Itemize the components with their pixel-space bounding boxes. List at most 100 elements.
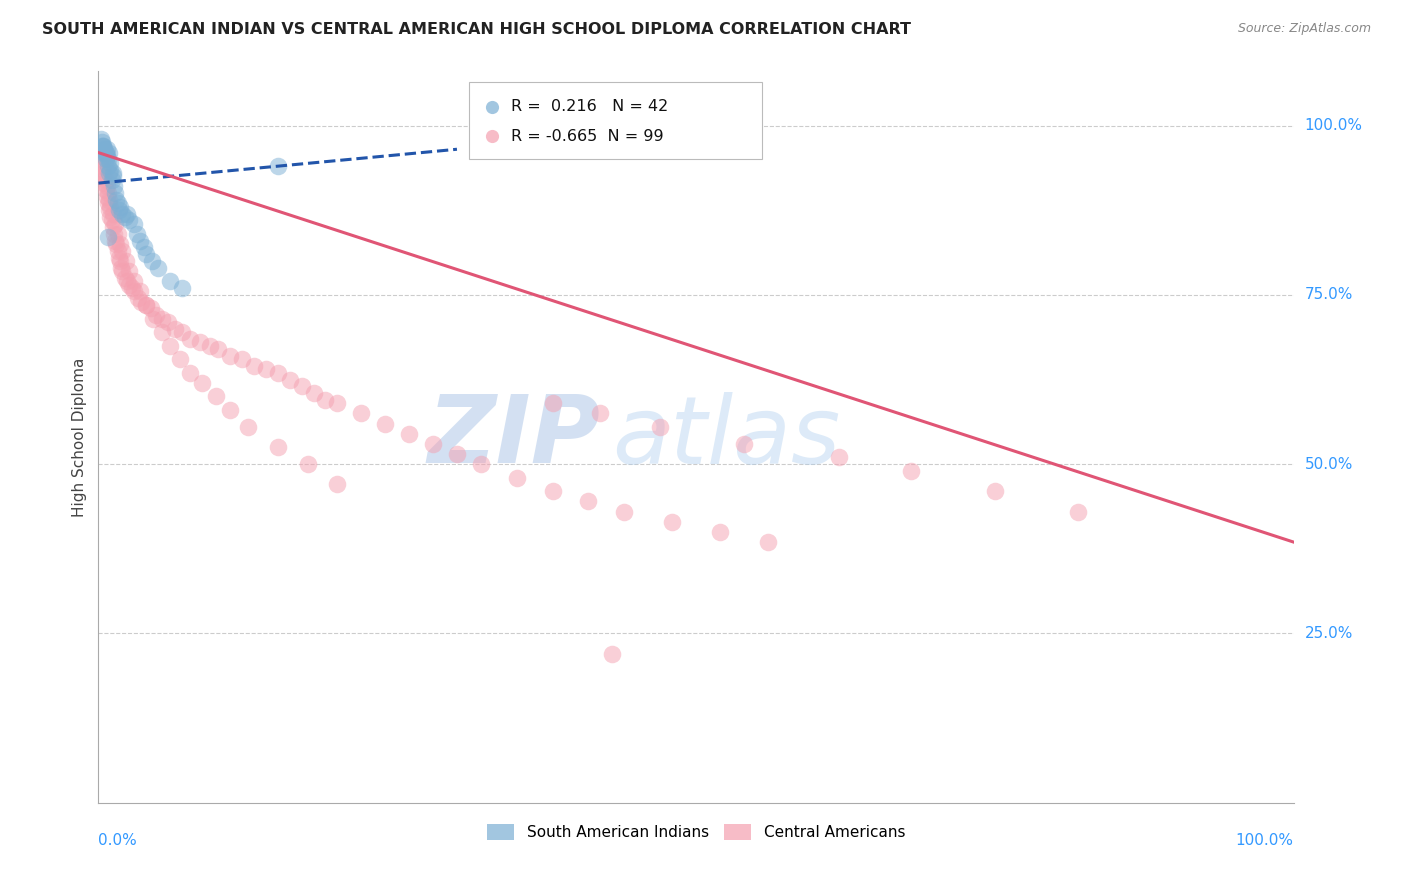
Point bbox=[111, 206, 134, 220]
Point bbox=[398, 426, 420, 441]
Point bbox=[98, 200, 122, 214]
Text: atlas: atlas bbox=[613, 392, 841, 483]
Point bbox=[350, 406, 373, 420]
FancyBboxPatch shape bbox=[470, 82, 762, 159]
Point bbox=[578, 494, 600, 508]
Point bbox=[118, 264, 141, 278]
Point bbox=[135, 298, 157, 312]
Point bbox=[94, 145, 117, 160]
Point bbox=[96, 142, 118, 156]
Point bbox=[446, 447, 468, 461]
Point bbox=[94, 145, 117, 160]
Point bbox=[243, 359, 266, 373]
Point bbox=[132, 240, 155, 254]
Point bbox=[589, 406, 612, 420]
Point bbox=[98, 145, 121, 160]
Point bbox=[141, 254, 163, 268]
Point bbox=[115, 274, 138, 288]
Point bbox=[481, 178, 503, 193]
Point bbox=[267, 366, 290, 380]
Point bbox=[188, 335, 211, 350]
Point bbox=[179, 332, 201, 346]
Point bbox=[172, 325, 194, 339]
Point bbox=[159, 338, 181, 352]
Point bbox=[254, 362, 277, 376]
Point bbox=[93, 145, 115, 160]
Point bbox=[121, 281, 143, 295]
Point bbox=[100, 172, 122, 186]
Point bbox=[104, 186, 127, 201]
Point bbox=[97, 186, 120, 201]
Point bbox=[159, 274, 181, 288]
Point bbox=[91, 139, 114, 153]
Point bbox=[291, 379, 314, 393]
Point bbox=[107, 227, 129, 241]
Point bbox=[278, 372, 301, 386]
Point bbox=[127, 291, 149, 305]
Point bbox=[98, 203, 121, 218]
Point bbox=[108, 254, 131, 268]
Point bbox=[91, 169, 114, 184]
Point bbox=[94, 183, 117, 197]
Point bbox=[219, 349, 242, 363]
Point bbox=[326, 396, 349, 410]
Point bbox=[125, 227, 148, 241]
Point bbox=[602, 647, 624, 661]
Point bbox=[105, 237, 128, 252]
Point bbox=[94, 153, 117, 167]
Point bbox=[96, 149, 118, 163]
Point bbox=[98, 193, 121, 207]
Point bbox=[124, 274, 146, 288]
Point bbox=[541, 484, 564, 499]
Point bbox=[118, 213, 141, 227]
Point bbox=[97, 153, 120, 167]
Point bbox=[1067, 505, 1090, 519]
Text: 50.0%: 50.0% bbox=[1305, 457, 1353, 472]
Point bbox=[756, 535, 779, 549]
Point bbox=[101, 220, 124, 235]
Point bbox=[97, 159, 120, 173]
Point bbox=[163, 322, 186, 336]
Point bbox=[98, 162, 122, 177]
Point bbox=[135, 247, 157, 261]
Point bbox=[91, 153, 114, 167]
Point bbox=[204, 389, 226, 403]
Text: R = -0.665  N = 99: R = -0.665 N = 99 bbox=[510, 128, 664, 144]
Point bbox=[150, 311, 173, 326]
Text: 75.0%: 75.0% bbox=[1305, 287, 1353, 302]
Point bbox=[135, 298, 157, 312]
Point bbox=[100, 213, 122, 227]
Legend: South American Indians, Central Americans: South American Indians, Central American… bbox=[481, 817, 911, 847]
Point bbox=[142, 311, 165, 326]
Point bbox=[297, 457, 319, 471]
Point bbox=[114, 210, 136, 224]
Point bbox=[90, 159, 112, 173]
Point bbox=[110, 260, 132, 275]
Point bbox=[131, 294, 153, 309]
Text: 100.0%: 100.0% bbox=[1305, 118, 1362, 133]
Point bbox=[156, 315, 179, 329]
Text: ZIP: ZIP bbox=[427, 391, 600, 483]
Text: R =  0.216   N = 42: R = 0.216 N = 42 bbox=[510, 99, 668, 114]
Point bbox=[198, 338, 221, 352]
Point bbox=[129, 285, 152, 299]
Point bbox=[733, 437, 755, 451]
Text: 25.0%: 25.0% bbox=[1305, 626, 1353, 641]
Point bbox=[96, 189, 118, 203]
Point bbox=[326, 477, 349, 491]
Point bbox=[207, 342, 229, 356]
Point bbox=[114, 271, 136, 285]
Point bbox=[648, 420, 672, 434]
Point bbox=[108, 237, 131, 252]
Point bbox=[101, 206, 124, 220]
Point bbox=[267, 159, 290, 173]
Point bbox=[828, 450, 851, 465]
Point bbox=[91, 139, 114, 153]
Point bbox=[374, 417, 396, 431]
Point bbox=[93, 166, 115, 180]
Point bbox=[101, 166, 124, 180]
Point bbox=[900, 464, 922, 478]
Point bbox=[107, 244, 129, 258]
Point bbox=[191, 376, 214, 390]
Point bbox=[107, 196, 129, 211]
